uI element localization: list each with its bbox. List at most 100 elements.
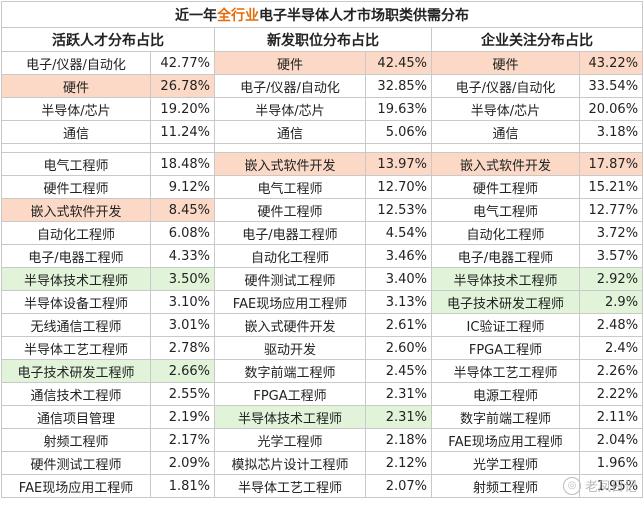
category-name-cell: 通信技术工程师 bbox=[1, 382, 151, 406]
percentage-cell: 2.31% bbox=[365, 382, 432, 406]
table-row: 嵌入式软件开发 8.45% 硬件工程师 12.53% 电气工程师 12.77% bbox=[1, 198, 643, 222]
table-row: 通信技术工程师 2.55% FPGA工程师 2.31% 电源工程师 2.22% bbox=[1, 382, 643, 406]
category-name-cell: 数字前端工程师 bbox=[431, 405, 580, 429]
category-name-cell: 嵌入式软件开发 bbox=[1, 198, 151, 222]
table-row: 射频工程师 2.17% 光学工程师 2.18% FAE现场应用工程师 2.04% bbox=[1, 428, 643, 452]
percentage-cell: 2.22% bbox=[578, 382, 643, 406]
category-name-cell: 半导体/芯片 bbox=[1, 97, 151, 121]
percentage-cell: 3.13% bbox=[365, 290, 432, 314]
category-name-cell: 自动化工程师 bbox=[431, 221, 580, 245]
category-name-cell: 无线通信工程师 bbox=[1, 313, 151, 337]
category-name-cell: 数字前端工程师 bbox=[214, 359, 366, 383]
percentage-cell: 18.48% bbox=[150, 152, 215, 176]
percentage-cell: 3.01% bbox=[150, 313, 215, 337]
divider-cell bbox=[150, 143, 215, 153]
title-accent: 全行业 bbox=[217, 7, 260, 24]
category-name-cell: 电子/电器工程师 bbox=[214, 221, 366, 245]
percentage-cell: 2.04% bbox=[578, 428, 643, 452]
percentage-cell: 33.54% bbox=[578, 74, 643, 98]
category-name-cell: 自动化工程师 bbox=[1, 221, 151, 245]
category-name-cell: FPGA工程师 bbox=[214, 382, 366, 406]
category-name-cell: 嵌入式软件开发 bbox=[431, 152, 580, 176]
category-name-cell: 电气工程师 bbox=[431, 198, 580, 222]
category-name-cell: 电源工程师 bbox=[431, 382, 580, 406]
header-row: 活跃人才分布占比 新发职位分布占比 企业关注分布占比 bbox=[1, 27, 643, 52]
percentage-cell: 2.11% bbox=[578, 405, 643, 429]
percentage-cell: 3.57% bbox=[578, 244, 643, 268]
percentage-cell: 43.22% bbox=[578, 51, 643, 75]
percentage-cell: 12.70% bbox=[365, 175, 432, 199]
percentage-cell: 5.06% bbox=[365, 120, 432, 144]
category-name-cell: 射频工程师 bbox=[431, 474, 580, 498]
table-row: 半导体工艺工程师 2.78% 驱动开发 2.60% FPGA工程师 2.4% bbox=[1, 336, 643, 360]
category-name-cell: FAE现场应用工程师 bbox=[431, 428, 580, 452]
percentage-cell: 2.55% bbox=[150, 382, 215, 406]
percentage-cell: 2.12% bbox=[365, 451, 432, 475]
percentage-cell: 9.12% bbox=[150, 175, 215, 199]
watermark-logo-icon: ◎ bbox=[562, 476, 581, 495]
percentage-cell: 2.26% bbox=[578, 359, 643, 383]
table-row: 无线通信工程师 3.01% 嵌入式硬件开发 2.61% IC验证工程师 2.48% bbox=[1, 313, 643, 337]
category-name-cell: 半导体工艺工程师 bbox=[431, 359, 580, 383]
percentage-cell: 2.92% bbox=[578, 267, 643, 291]
category-name-cell: 半导体/芯片 bbox=[431, 97, 580, 121]
table-row: FAE现场应用工程师 1.81% 半导体工艺工程师 2.07% 射频工程师 1.95% bbox=[1, 474, 643, 498]
percentage-cell: 3.46% bbox=[365, 244, 432, 268]
category-name-cell: 电气工程师 bbox=[214, 175, 366, 199]
header-company-focus: 企业关注分布占比 bbox=[430, 27, 643, 52]
percentage-cell: 12.53% bbox=[365, 198, 432, 222]
percentage-cell: 2.09% bbox=[150, 451, 215, 475]
percentage-cell: 4.54% bbox=[365, 221, 432, 245]
table-row: 半导体技术工程师 3.50% 硬件测试工程师 3.40% 半导体技术工程师 2.92% bbox=[1, 267, 643, 291]
percentage-cell: 2.78% bbox=[150, 336, 215, 360]
category-name-cell: FPGA工程师 bbox=[431, 336, 580, 360]
category-name-cell: 电子/电器工程师 bbox=[1, 244, 151, 268]
category-name-cell: 光学工程师 bbox=[214, 428, 366, 452]
category-name-cell: 半导体设备工程师 bbox=[1, 290, 151, 314]
category-name-cell: 通信 bbox=[1, 120, 151, 144]
talent-distribution-table: 近一年全行业电子半导体人才市场职类供需分布 活跃人才分布占比 新发职位分布占比 … bbox=[0, 1, 643, 498]
percentage-cell: 2.31% bbox=[365, 405, 432, 429]
percentage-cell: 3.10% bbox=[150, 290, 215, 314]
percentage-cell: 2.61% bbox=[365, 313, 432, 337]
category-name-cell: 射频工程师 bbox=[1, 428, 151, 452]
category-name-cell: 硬件工程师 bbox=[1, 175, 151, 199]
table-title: 近一年全行业电子半导体人才市场职类供需分布 bbox=[0, 1, 643, 28]
header-new-jobs: 新发职位分布占比 bbox=[214, 27, 432, 52]
table-row: 硬件测试工程师 2.09% 模拟芯片设计工程师 2.12% 光学工程师 1.96% bbox=[1, 451, 643, 475]
category-name-cell: 硬件工程师 bbox=[431, 175, 580, 199]
percentage-cell: 3.40% bbox=[365, 267, 432, 291]
percentage-cell: 13.97% bbox=[365, 152, 432, 176]
percentage-cell: 2.18% bbox=[365, 428, 432, 452]
percentage-cell: 42.77% bbox=[150, 51, 215, 75]
category-name-cell: 电子/仪器/自动化 bbox=[1, 51, 151, 75]
percentage-cell: 2.07% bbox=[365, 474, 432, 498]
percentage-cell: 2.60% bbox=[365, 336, 432, 360]
category-name-cell: 电子技术研发工程师 bbox=[1, 359, 151, 383]
percentage-cell: 1.95% bbox=[578, 474, 643, 498]
category-name-cell: IC验证工程师 bbox=[431, 313, 580, 337]
percentage-cell: 12.77% bbox=[578, 198, 643, 222]
divider-cell bbox=[1, 143, 151, 153]
percentage-cell: 8.45% bbox=[150, 198, 215, 222]
category-name-cell: 通信 bbox=[214, 120, 366, 144]
category-name-cell: 半导体技术工程师 bbox=[1, 267, 151, 291]
title-post: 电子半导体人才市场职类供需分布 bbox=[259, 7, 470, 24]
table-row: 半导体/芯片 19.20% 半导体/芯片 19.63% 半导体/芯片 20.06% bbox=[1, 97, 643, 121]
category-name-cell: 电子/仪器/自动化 bbox=[431, 74, 580, 98]
title-row: 近一年全行业电子半导体人才市场职类供需分布 bbox=[0, 1, 643, 28]
table-row: 电子/仪器/自动化 42.77% 硬件 42.45% 硬件 43.22% bbox=[1, 51, 643, 75]
percentage-cell: 2.19% bbox=[150, 405, 215, 429]
category-name-cell: 硬件测试工程师 bbox=[1, 451, 151, 475]
percentage-cell: 2.45% bbox=[365, 359, 432, 383]
category-name-cell: 硬件 bbox=[214, 51, 366, 75]
table-row: 通信项目管理 2.19% 半导体技术工程师 2.31% 数字前端工程师 2.11% bbox=[1, 405, 643, 429]
percentage-cell: 3.72% bbox=[578, 221, 643, 245]
category-name-cell: 自动化工程师 bbox=[214, 244, 366, 268]
percentage-cell: 26.78% bbox=[150, 74, 215, 98]
table-row: 硬件 26.78% 电子/仪器/自动化 32.85% 电子/仪器/自动化 33.54% bbox=[1, 74, 643, 98]
category-name-cell: FAE现场应用工程师 bbox=[214, 290, 366, 314]
title-pre: 近一年 bbox=[175, 7, 218, 24]
header-active-talent: 活跃人才分布占比 bbox=[1, 27, 215, 52]
percentage-cell: 19.63% bbox=[365, 97, 432, 121]
